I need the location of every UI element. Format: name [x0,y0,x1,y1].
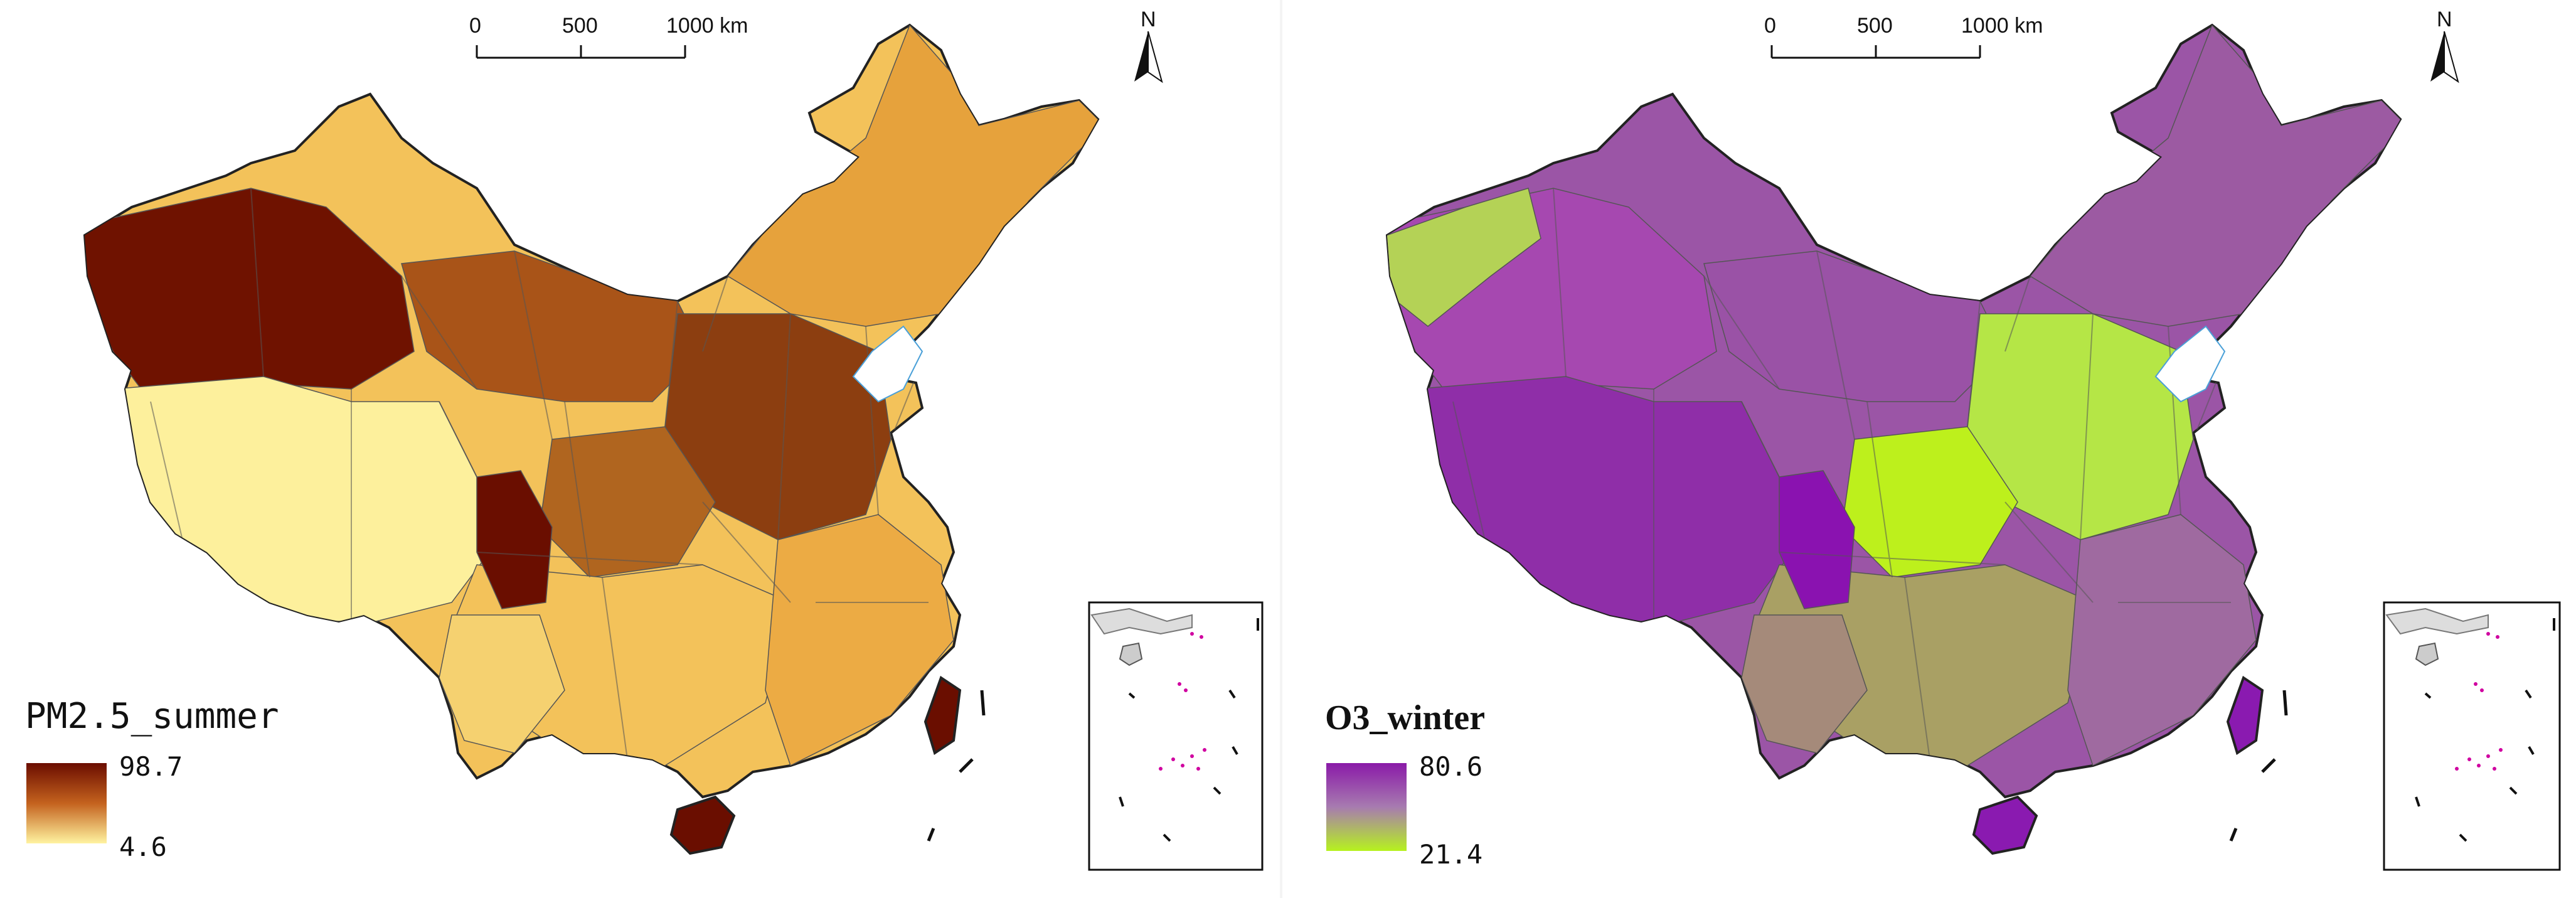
scale-label-0: 0 [1764,14,1776,38]
legend: O3_winter 80.6 21.4 [1325,698,1485,870]
scale-label-1000km: 1000 km [1961,14,2043,38]
region-southeast [765,514,954,767]
legend-min: 21.4 [1419,839,1482,870]
region-fills [1387,25,2400,767]
north-arrow-icon [2430,31,2459,83]
map-svg: 0 500 1000 km N [25,8,1264,871]
map-panel-pm25-summer: 0 500 1000 km N [0,0,1274,898]
scale-label-0: 0 [469,14,481,38]
boundary-dashes [2229,690,2288,842]
region-xinjiang-green [1387,188,1541,327]
region-fills [85,25,1098,767]
region-yunnan [1741,614,1868,754]
map-svg: 0 500 1000 km N [1325,8,2561,871]
legend: PM2.5_summer 98.7 4.6 [25,696,279,862]
legend-title: O3_winter [1325,698,1485,737]
legend-max: 98.7 [119,751,183,782]
region-yunnan [439,614,565,754]
china-map [83,23,1100,855]
legend-max: 80.6 [1419,751,1482,782]
region-northeast [2029,25,2400,327]
region-southeast [2067,514,2257,767]
hainan-island [669,795,736,855]
legend-title: PM2.5_summer [25,696,279,737]
scale-bar [476,45,686,59]
legend-color-ramp [26,763,107,843]
south-china-sea-inset [1088,601,1264,871]
region-west-plateau [1415,376,1792,622]
region-west-plateau [112,376,490,622]
scale-label-1000km: 1000 km [666,14,748,38]
legend-min: 4.6 [119,831,167,862]
taiwan-island [2226,675,2264,756]
hainan-island [1972,795,2038,855]
north-arrow-icon [1134,31,1163,83]
map-panel-o3-winter: 0 500 1000 km N [1302,0,2576,898]
north-label: N [1141,8,1156,31]
taiwan-island [923,675,962,756]
north-label: N [2437,8,2452,31]
region-northeast [726,25,1098,327]
scale-label-500: 500 [1857,14,1893,38]
bohai-sea [852,325,923,403]
scale-bar [1770,45,1981,59]
china-map [1385,23,2402,855]
panel-divider [1280,0,1282,898]
bohai-sea [2154,325,2226,403]
scale-label-500: 500 [562,14,598,38]
boundary-dashes [927,690,986,842]
south-china-sea-inset [2383,601,2561,871]
legend-color-ramp [1326,763,1407,851]
